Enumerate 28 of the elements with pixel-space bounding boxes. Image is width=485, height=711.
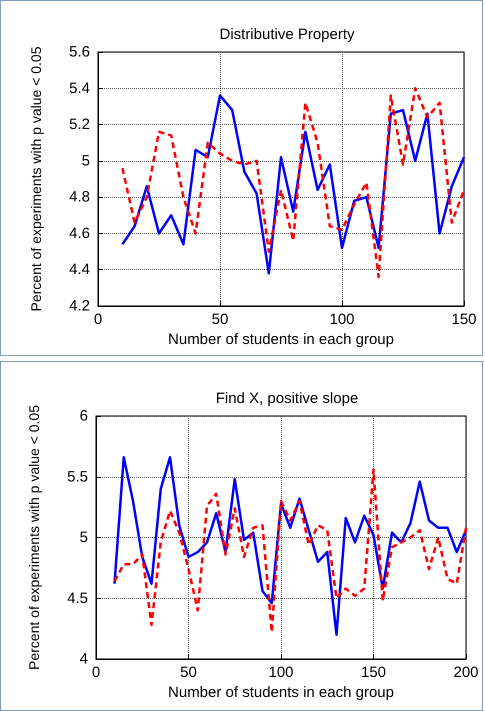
x-axis-title: Number of students in each group	[168, 330, 394, 348]
y-tick-label: 4.6	[69, 224, 90, 242]
y-tick-label: 4.5	[67, 590, 88, 607]
y-tick-label: 5	[82, 152, 90, 170]
y-tick-label: 6	[80, 408, 88, 424]
y-tick-label: 4	[80, 650, 88, 668]
x-tick-label: 150	[451, 311, 477, 328]
x-tick-label: 50	[212, 311, 228, 328]
x-tick-label: 50	[180, 664, 197, 681]
y-tick-label: 4.2	[69, 298, 90, 314]
y-tick-label: 5.2	[69, 116, 90, 134]
x-tick-label: 0	[94, 311, 102, 328]
x-tick-label: 0	[92, 664, 100, 681]
y-tick-label: 4.8	[69, 188, 90, 206]
chart-title: Distributive Property	[219, 26, 356, 43]
x-tick-label: 200	[453, 664, 479, 681]
y-axis-title: Percent of experiments with p value < 0.05	[26, 404, 42, 670]
x-tick-label: 100	[268, 664, 294, 681]
y-tick-label: 4.4	[69, 261, 90, 278]
y-tick-label: 5.4	[69, 80, 90, 97]
y-axis-title: Percent of experiments with p value < 0.05	[28, 46, 44, 312]
y-tick-label: 5.6	[69, 44, 90, 60]
y-tick-label: 5.5	[67, 468, 88, 486]
x-tick-label: 150	[360, 664, 386, 681]
chart-title: Find X, positive slope	[216, 390, 358, 407]
x-axis-title: Number of students in each group	[168, 684, 394, 701]
x-tick-label: 100	[329, 311, 355, 328]
y-tick-label: 5	[80, 529, 88, 546]
